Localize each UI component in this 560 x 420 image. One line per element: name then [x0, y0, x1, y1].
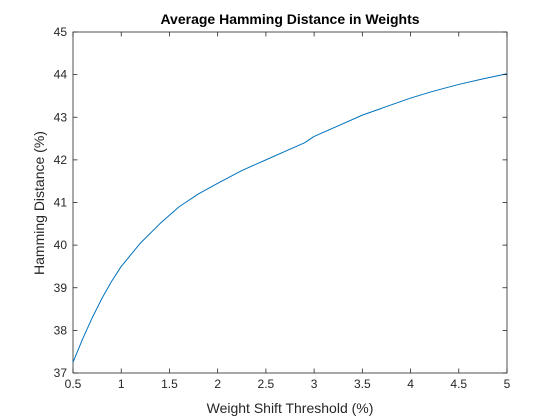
y-tick-label: 38: [54, 323, 68, 337]
y-tick-label: 42: [54, 153, 68, 167]
x-tick-label: 1.5: [161, 377, 178, 391]
y-axis-label: Hamming Distance (%): [31, 131, 47, 275]
x-tick-label: 5: [504, 377, 511, 391]
x-tick-label: 4: [407, 377, 414, 391]
x-tick-label: 3.5: [354, 377, 371, 391]
chart-title: Average Hamming Distance in Weights: [160, 11, 419, 27]
y-tick-label: 43: [54, 110, 68, 124]
plot-box: [72, 31, 508, 374]
x-tick-label: 3: [311, 377, 318, 391]
series-line: [72, 73, 508, 363]
x-tick-label: 1: [118, 377, 125, 391]
plot-area: [72, 31, 508, 374]
x-tick-label: 0.5: [65, 377, 82, 391]
x-tick-label: 4.5: [450, 377, 467, 391]
x-tick-label: 2: [214, 377, 221, 391]
y-tick-label: 39: [54, 281, 68, 295]
x-tick-label: 2.5: [258, 377, 275, 391]
y-tick-label: 44: [54, 68, 68, 82]
x-axis-label: Weight Shift Threshold (%): [207, 400, 374, 416]
y-tick-label: 40: [54, 238, 68, 252]
y-tick-label: 41: [54, 196, 68, 210]
y-tick-label: 37: [54, 366, 68, 380]
y-tick-label: 45: [54, 25, 68, 39]
axis-ticks: 0.5 1 1.5 2 2.5 3 3.5 4 4.5 5 37 38 39 40 41 42 43 44 45: [54, 25, 511, 391]
